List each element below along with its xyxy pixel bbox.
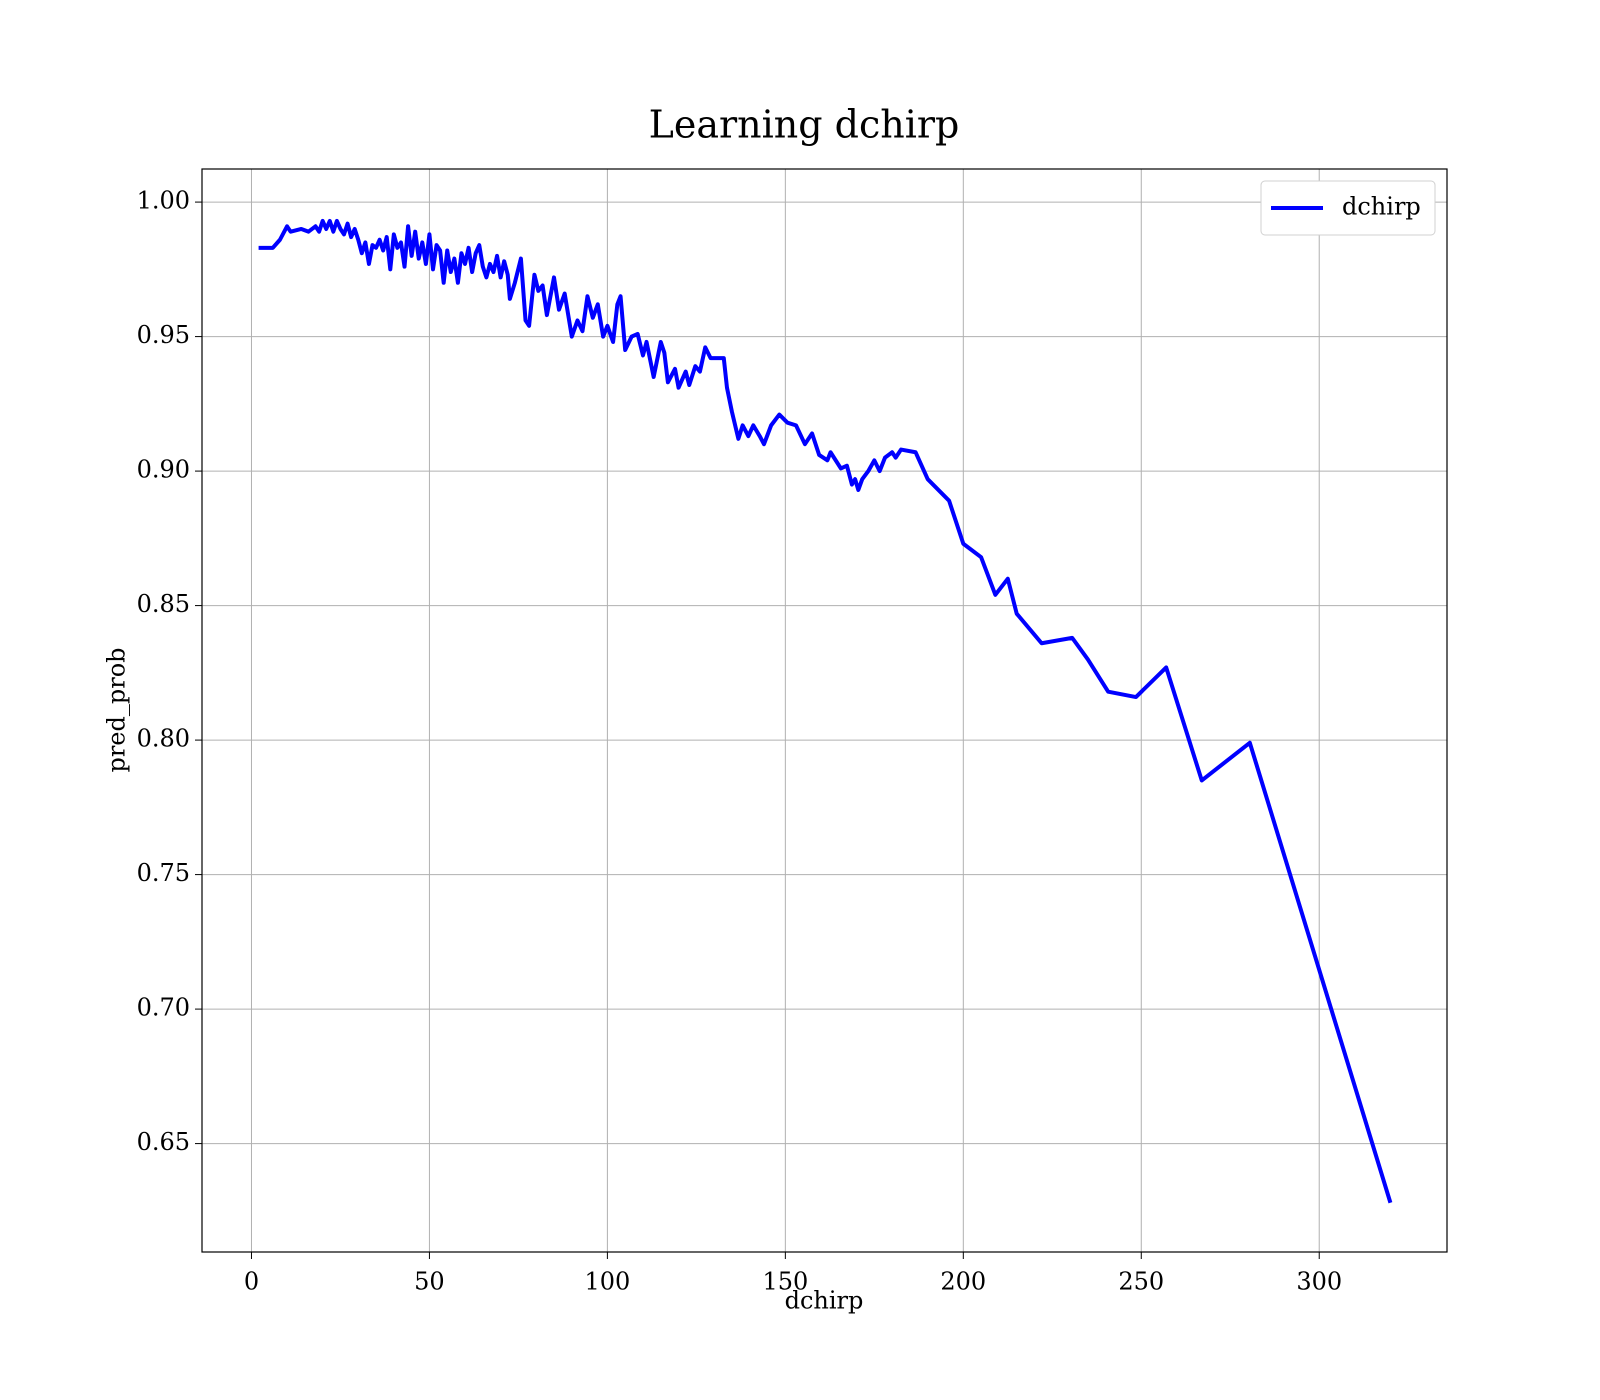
data-line (258, 218, 1393, 1204)
legend-label: dchirp (1342, 193, 1421, 221)
x-tick-label: 200 (940, 1268, 986, 1296)
y-tick-label: 0.65 (137, 1128, 190, 1156)
x-tick-label: 0 (244, 1268, 259, 1296)
legend-box (1260, 180, 1436, 236)
y-tick-label: 0.80 (137, 725, 190, 753)
y-tick-label: 0.70 (137, 994, 190, 1022)
y-axis-label: pred_prob (103, 647, 131, 772)
y-tick-label: 0.75 (137, 859, 190, 887)
y-tick-label: 1.00 (137, 187, 190, 215)
y-tick-label: 0.90 (137, 456, 190, 484)
chart-title: Learning dchirp (649, 103, 960, 147)
y-tick-label: 0.85 (137, 590, 190, 618)
x-tick-label: 50 (414, 1268, 445, 1296)
y-tick-label: 0.95 (137, 321, 190, 349)
plot-frame (201, 168, 1448, 1253)
x-tick-label: 150 (762, 1268, 808, 1296)
x-tick-label: 100 (584, 1268, 630, 1296)
x-tick-label: 250 (1118, 1268, 1164, 1296)
x-axis-label: dchirp (785, 1287, 864, 1315)
x-tick-label: 300 (1296, 1268, 1342, 1296)
